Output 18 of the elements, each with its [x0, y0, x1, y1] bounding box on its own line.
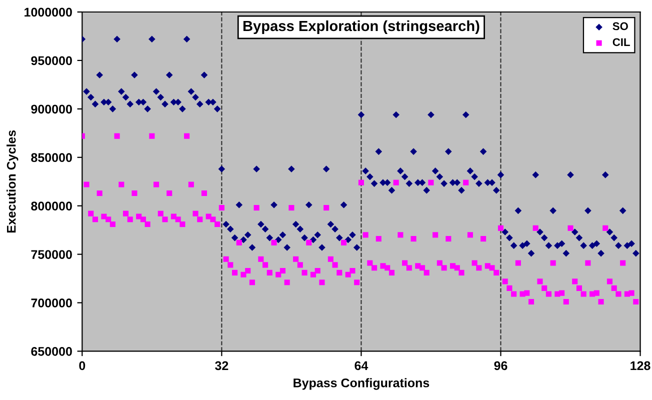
x-tick-label: 32	[215, 361, 228, 370]
y-axis-title: Execution Cycles	[6, 130, 18, 233]
x-tick-label: 128	[630, 361, 650, 370]
y-tick-label: 950000	[31, 56, 72, 66]
x-axis-title: Bypass Configurations	[294, 378, 430, 390]
legend-label: SO	[612, 22, 628, 30]
y-tick-label: 850000	[31, 153, 72, 162]
y-tick-label: 750000	[31, 250, 72, 259]
x-tick-label: 64	[354, 361, 368, 370]
y-tick-label: 1000000	[24, 8, 72, 17]
y-tick-label: 650000	[31, 347, 72, 356]
y-tick-label: 800000	[31, 202, 72, 210]
y-tick-label: 700000	[31, 298, 72, 308]
x-tick-label: 96	[494, 361, 508, 370]
x-tick-label: 0	[79, 361, 86, 370]
y-tick-label: 900000	[31, 104, 72, 114]
legend-label: CIL	[612, 38, 630, 46]
text: Bypass Exploration (stringsearch)	[243, 20, 480, 34]
